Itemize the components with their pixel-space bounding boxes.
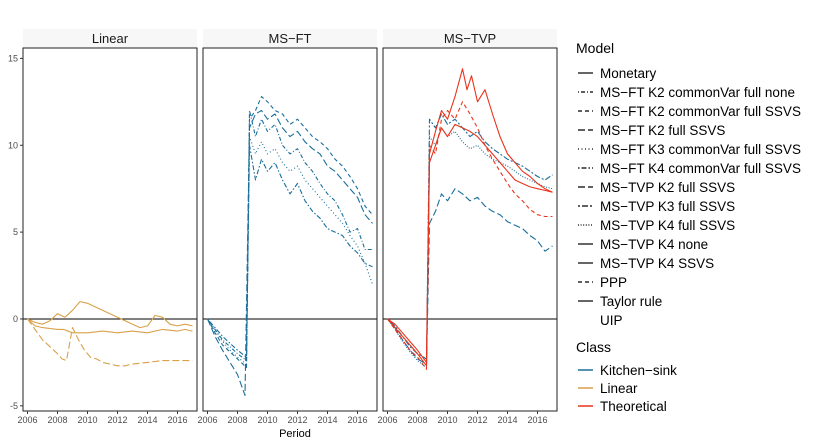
series-line	[207, 136, 374, 365]
legend-model-label: MS−TVP K2 full SSVS	[600, 180, 735, 195]
panel-strip-label: MS−FT	[269, 31, 312, 46]
y-tick-label: 15	[8, 53, 18, 63]
legend-model-label: MS−TVP K3 full SSVS	[600, 199, 735, 214]
x-tick-label: 2014	[497, 415, 517, 425]
legend-model-label: MS−FT K2 commonVar full SSVS	[600, 104, 801, 119]
series-line	[207, 144, 373, 358]
legend-model-label: MS−TVP K4 none	[600, 237, 708, 252]
legend-class-label: Linear	[600, 381, 638, 396]
legend-model-title: Model	[576, 40, 614, 56]
legend-model-label: UIP	[600, 313, 623, 328]
x-axis-title: Period	[279, 428, 311, 440]
legend-model-label: MS−TVP K4 full SSVS	[600, 218, 735, 233]
series-line	[206, 109, 373, 396]
series-line	[387, 101, 553, 370]
series-line	[207, 96, 373, 369]
x-tick-label: 2006	[377, 415, 397, 425]
y-tick-label: 5	[13, 227, 18, 237]
series-line	[387, 68, 553, 367]
x-tick-label: 2012	[467, 415, 487, 425]
panel-border	[22, 47, 198, 412]
series-group	[206, 96, 374, 396]
x-tick-label: 2016	[167, 415, 187, 425]
legend-model-label: MS−FT K4 commonVar full SSVS	[600, 161, 801, 176]
y-tick-label: 0	[13, 314, 18, 324]
x-tick-label: 2008	[227, 415, 247, 425]
series-line	[387, 113, 553, 360]
x-tick-label: 2014	[137, 415, 157, 425]
legend-model-label: MS−TVP K4 SSVS	[600, 256, 714, 271]
panel-strip	[203, 29, 377, 48]
y-tick-label: -5	[10, 401, 18, 411]
panel-0: Linear 2006 2008 2010 2012 2014 2016 -5 0 5 10 15	[8, 29, 198, 425]
x-tick-label: 2016	[527, 415, 547, 425]
legend-class-label: Kitchen−sink	[600, 363, 677, 378]
x-tick-label: 2012	[287, 415, 307, 425]
panel-strip	[383, 29, 557, 48]
legend-model-label: MS−FT K3 commonVar full SSVS	[600, 142, 801, 157]
y-tick-label: 10	[8, 140, 18, 150]
series-line	[207, 109, 373, 362]
series-line	[387, 188, 553, 365]
x-tick-label: 2008	[47, 415, 67, 425]
panel-strip-label: Linear	[92, 31, 129, 46]
panel-1: MS−FT 2006 2008 2010 2012 2014 2016	[197, 29, 378, 425]
legend-model-label: MS−FT K2 commonVar full none	[600, 85, 795, 100]
legend-layer: Model Monetary MS−FT K2 commonVar full non…	[576, 40, 801, 414]
x-tick-label: 2010	[77, 415, 97, 425]
x-tick-label: 2012	[107, 415, 127, 425]
legend-model-label: PPP	[600, 275, 627, 290]
panel-strip	[23, 29, 197, 48]
series-line	[387, 123, 553, 363]
series-group	[27, 301, 193, 367]
x-tick-label: 2014	[317, 415, 337, 425]
panels-layer: Linear 2006 2008 2010 2012 2014 2016 -5 0 5 10 15 MS…	[8, 29, 558, 425]
x-tick-label: 2010	[257, 415, 277, 425]
series-line	[27, 318, 193, 367]
panel-border	[382, 47, 558, 412]
legend-model-label: Taylor rule	[600, 294, 662, 309]
x-tick-label: 2016	[347, 415, 367, 425]
legend-model-label: Monetary	[600, 66, 657, 81]
series-line	[27, 318, 193, 334]
x-tick-label: 2008	[407, 415, 427, 425]
series-line	[387, 127, 553, 369]
panel-2: MS−TVP 2006 2008 2010 2012 2014 2016	[377, 29, 558, 425]
series-line	[27, 301, 193, 329]
legend-model-label: MS−FT K2 full SSVS	[600, 123, 725, 138]
x-tick-label: 2006	[197, 415, 217, 425]
series-group	[387, 68, 553, 370]
x-tick-label: 2010	[437, 415, 457, 425]
panel-border	[202, 47, 378, 412]
x-tick-label: 2006	[17, 415, 37, 425]
legend-class-title: Class	[576, 339, 611, 355]
panel-strip-label: MS−TVP	[444, 31, 496, 46]
legend-class-label: Theoretical	[600, 399, 667, 414]
